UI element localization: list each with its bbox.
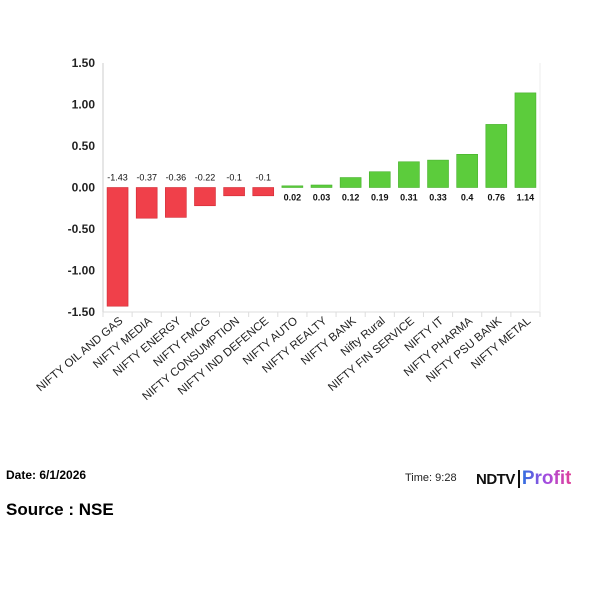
time-label: Time: 9:28	[405, 472, 457, 484]
logo-divider	[517, 470, 520, 488]
bar	[281, 185, 304, 188]
bar	[165, 187, 187, 218]
bar	[456, 154, 478, 188]
bar	[485, 124, 508, 188]
data-label: 0.02	[284, 193, 302, 203]
bar	[310, 184, 333, 188]
bar	[106, 187, 129, 307]
y-tick-label: 1.50	[72, 56, 96, 70]
data-label: 0.4	[461, 193, 474, 203]
bar	[427, 159, 449, 188]
data-label: -1.43	[107, 173, 128, 183]
bar	[223, 187, 245, 197]
bar	[252, 187, 275, 197]
data-label: -0.36	[166, 173, 187, 183]
date-label: Date: 6/1/2026	[6, 468, 87, 482]
y-tick-label: 0.50	[72, 139, 96, 153]
y-tick-label: -1.50	[68, 305, 96, 319]
bar	[398, 161, 420, 188]
data-label: 0.19	[371, 193, 389, 203]
source-label: Source : NSE	[6, 500, 114, 519]
data-label: 0.31	[400, 193, 418, 203]
bar	[368, 171, 391, 188]
y-tick-label: -0.50	[68, 222, 96, 236]
data-label: -0.1	[226, 173, 242, 183]
data-label: 1.14	[517, 193, 535, 203]
data-label: 0.76	[488, 193, 506, 203]
data-label: -0.1	[255, 173, 271, 183]
bar-chart: 1.501.000.500.00-0.50-1.00-1.50-1.43NIFT…	[35, 56, 541, 403]
profit-logo-text: Profit	[521, 468, 572, 489]
data-label: 0.33	[429, 193, 447, 203]
ndtv-profit-logo: NDTV Profit	[476, 468, 571, 490]
bar	[135, 187, 158, 219]
y-tick-label: -1.00	[68, 264, 96, 278]
bar	[339, 177, 362, 188]
ndtv-logo-text: NDTV	[476, 470, 515, 488]
bar	[194, 187, 216, 207]
data-label: 0.03	[313, 193, 331, 203]
data-label: -0.37	[136, 173, 157, 183]
data-label: -0.22	[195, 173, 216, 183]
bar	[514, 92, 537, 188]
y-tick-label: 1.00	[72, 98, 96, 112]
y-tick-label: 0.00	[72, 181, 96, 195]
data-label: 0.12	[342, 193, 360, 203]
